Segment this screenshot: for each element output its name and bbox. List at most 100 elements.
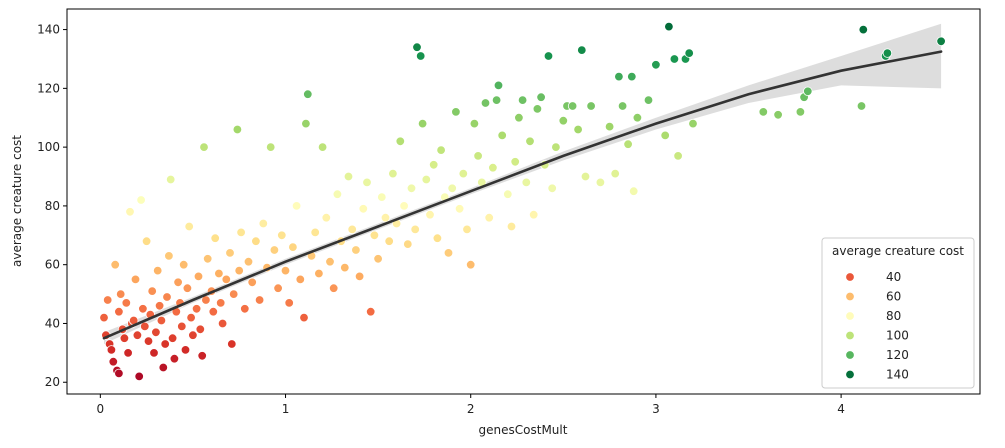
data-point [132, 330, 143, 340]
data-point [141, 236, 152, 246]
data-point [412, 42, 422, 52]
data-point [882, 48, 893, 58]
data-point [758, 107, 769, 117]
data-point [421, 174, 432, 185]
data-point [99, 312, 109, 323]
data-point [114, 307, 124, 317]
data-point [165, 174, 176, 185]
data-point [517, 95, 528, 105]
data-point [473, 151, 483, 161]
data-point [488, 162, 498, 173]
data-point [358, 204, 369, 214]
x-tick-label: 1 [282, 402, 290, 416]
y-tick-label: 40 [45, 316, 60, 330]
data-point [610, 168, 620, 179]
data-point [669, 54, 680, 64]
data-point [234, 265, 244, 276]
legend-entry-label: 40 [886, 270, 901, 284]
data-point [451, 107, 461, 117]
data-point [151, 327, 161, 338]
plot-frame [66, 8, 981, 395]
data-point [573, 124, 583, 135]
data-point [416, 51, 426, 61]
data-point [115, 289, 126, 299]
data-point [803, 86, 813, 97]
data-point [369, 230, 380, 241]
data-point [266, 142, 276, 152]
data-point [243, 257, 254, 267]
data-point [236, 227, 246, 238]
data-point [529, 209, 539, 220]
data-point [221, 274, 232, 285]
data-point [119, 333, 130, 343]
data-point [629, 186, 639, 196]
data-point [147, 286, 157, 296]
data-point [240, 304, 250, 314]
data-point [532, 104, 543, 114]
data-point [188, 330, 198, 340]
data-point [280, 265, 291, 276]
legend-marker [845, 272, 855, 282]
data-point [108, 357, 119, 367]
legend-marker [845, 330, 855, 341]
regression-line-layer [102, 50, 943, 340]
data-point [536, 92, 546, 102]
data-point [321, 212, 332, 223]
data-point [688, 118, 698, 129]
legend-title: average creature cost [832, 244, 964, 258]
data-point [247, 277, 257, 288]
data-point [410, 224, 420, 235]
data-point [273, 283, 283, 293]
data-point [177, 321, 187, 332]
data-point [395, 136, 406, 147]
data-point [551, 142, 561, 152]
y-tick-label: 80 [45, 199, 60, 213]
data-point [197, 351, 207, 361]
data-point [604, 121, 615, 132]
data-point [210, 233, 220, 243]
data-point [406, 183, 417, 194]
y-axis: 20 40 60 80 100 120 140 [37, 23, 67, 389]
data-point [651, 60, 661, 70]
data-point [143, 336, 154, 346]
data-point [343, 171, 354, 182]
data-point [673, 151, 683, 161]
data-point [138, 304, 148, 314]
data-point [354, 271, 365, 282]
data-point [169, 354, 180, 364]
data-point [102, 295, 113, 305]
data-point [125, 207, 135, 217]
data-point [567, 101, 578, 111]
data-point [291, 201, 302, 211]
data-point [114, 368, 124, 379]
y-tick-label: 60 [45, 258, 60, 272]
data-point [154, 301, 165, 311]
regression-line [102, 50, 943, 340]
data-point [214, 268, 224, 279]
data-point [254, 295, 265, 305]
legend-marker [845, 291, 855, 302]
data-point [193, 271, 204, 282]
data-point [447, 183, 457, 194]
y-tick-label: 20 [45, 375, 60, 389]
data-point [856, 101, 867, 111]
data-point [377, 192, 387, 202]
data-point [310, 227, 320, 238]
data-point [429, 160, 439, 170]
data-point [314, 268, 324, 279]
data-point [167, 333, 178, 343]
data-point [643, 95, 654, 105]
data-point [660, 130, 670, 141]
data-point [258, 218, 269, 229]
data-point [340, 262, 350, 273]
data-point [514, 112, 524, 123]
data-point [417, 118, 428, 129]
data-point [480, 98, 491, 108]
data-point [558, 115, 569, 126]
data-point [491, 95, 502, 105]
data-point [156, 315, 167, 326]
y-tick-label: 100 [37, 140, 60, 154]
data-point [462, 224, 472, 235]
data-point [180, 345, 191, 355]
